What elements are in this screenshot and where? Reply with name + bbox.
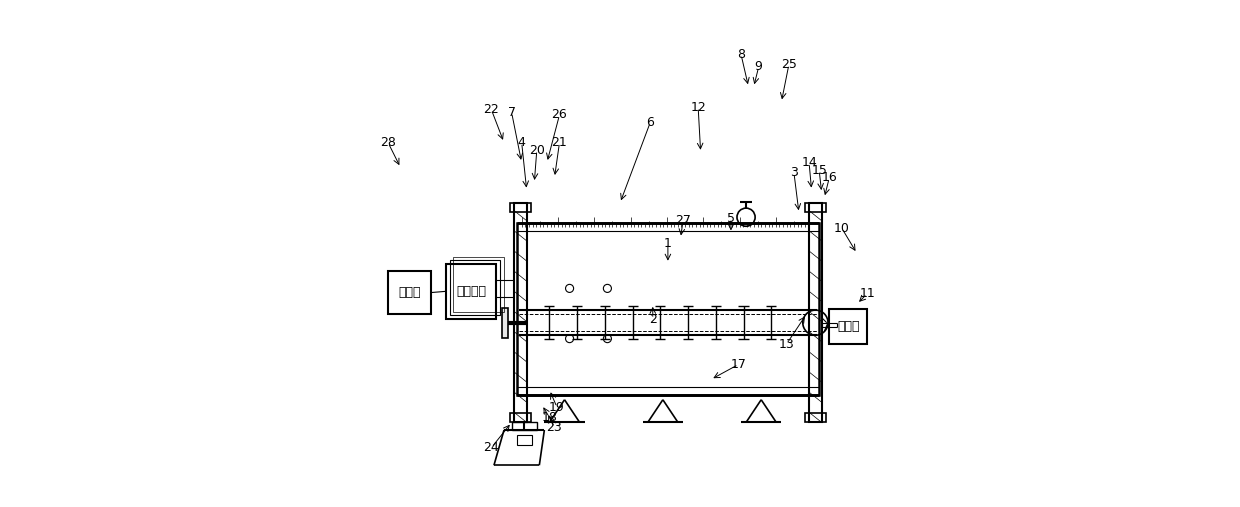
Text: 6: 6 [646, 116, 655, 129]
Text: 20: 20 [529, 143, 544, 157]
Text: 27: 27 [675, 214, 691, 227]
Bar [450, 260, 501, 315]
Bar [510, 413, 531, 422]
Text: 28: 28 [381, 136, 396, 149]
Bar [446, 264, 496, 319]
Bar [805, 413, 826, 422]
Text: 18: 18 [542, 411, 557, 424]
Text: 15: 15 [811, 164, 827, 177]
Text: 12: 12 [691, 101, 706, 114]
Bar [517, 223, 820, 394]
Bar [808, 203, 822, 422]
Bar [512, 422, 537, 430]
Text: 计算机: 计算机 [398, 286, 420, 299]
Text: 7: 7 [507, 106, 516, 119]
Text: 25: 25 [781, 58, 797, 71]
Text: 22: 22 [484, 103, 500, 116]
Text: 21: 21 [552, 136, 568, 149]
Text: 4: 4 [518, 136, 526, 149]
Text: 24: 24 [484, 441, 500, 454]
Bar [515, 203, 527, 422]
Bar [830, 309, 867, 344]
Bar [517, 435, 532, 445]
Bar [388, 271, 432, 314]
Text: 17: 17 [730, 358, 746, 371]
Text: 1: 1 [663, 237, 672, 250]
Text: 13: 13 [779, 338, 795, 351]
Text: 19: 19 [549, 401, 565, 414]
Text: 23: 23 [547, 421, 562, 434]
Text: 26: 26 [552, 108, 568, 121]
Text: 数据收集: 数据收集 [456, 285, 486, 298]
Text: 10: 10 [835, 222, 849, 235]
Bar [510, 203, 531, 212]
Text: 11: 11 [859, 287, 875, 300]
Text: 加气泵: 加气泵 [837, 320, 859, 333]
Text: 3: 3 [790, 166, 797, 179]
Text: 8: 8 [737, 48, 745, 61]
Text: 16: 16 [821, 171, 837, 185]
Text: 14: 14 [801, 156, 817, 169]
Text: 5: 5 [727, 212, 735, 225]
Bar [501, 308, 507, 338]
Bar [805, 203, 826, 212]
Text: 9: 9 [755, 60, 763, 74]
Bar [453, 257, 503, 312]
Text: 2: 2 [649, 312, 657, 325]
